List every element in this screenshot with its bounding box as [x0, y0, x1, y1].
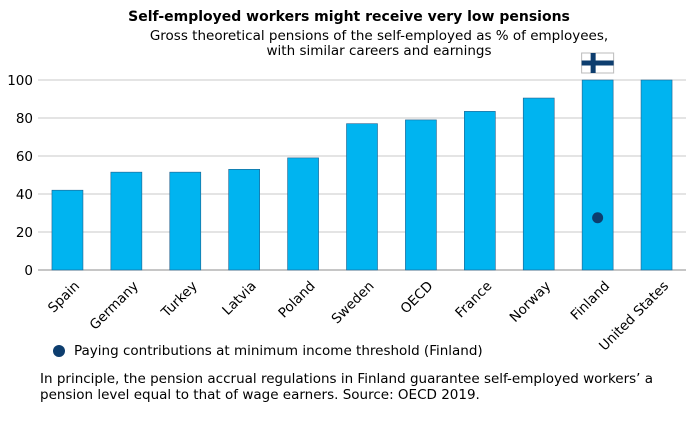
- bar: [405, 119, 437, 271]
- x-tick-label: Poland: [275, 278, 318, 321]
- legend-marker: [53, 345, 65, 357]
- y-tick-label: 100: [7, 73, 33, 89]
- flag-horizontal-stripe: [581, 60, 614, 66]
- bar-chart: 0 20 40 60 80 100 Spain Germany Turkey Latvia Pol…: [7, 52, 686, 354]
- flag-vertical-stripe: [590, 53, 596, 73]
- y-tick-label: 0: [24, 263, 33, 279]
- bar: [51, 189, 84, 271]
- x-tick-label: Sweden: [328, 278, 377, 327]
- y-tick-label: 40: [16, 187, 33, 203]
- y-tick-label: 60: [16, 149, 33, 165]
- legend: Paying contributions at minimum income t…: [53, 343, 483, 359]
- x-tick-label: Turkey: [158, 278, 201, 321]
- x-tick-label: Latvia: [219, 278, 259, 318]
- chart-subtitle: Gross theoretical pensions of the self-e…: [30, 29, 698, 59]
- bar: [169, 171, 202, 271]
- subtitle-line-1: Gross theoretical pensions of the self-e…: [149, 28, 609, 44]
- y-axis-ticks: 0 20 40 60 80 100: [7, 73, 33, 279]
- bar: [522, 97, 555, 271]
- x-tick-label: Norway: [507, 278, 555, 326]
- bars: [51, 79, 673, 271]
- chart-title: Self-employed workers might receive very…: [128, 9, 570, 25]
- x-tick-label: Finland: [568, 278, 613, 323]
- x-tick-label: Germany: [87, 278, 142, 333]
- footnote: In principle, the pension accrual regula…: [40, 371, 654, 403]
- y-tick-label: 20: [16, 225, 33, 241]
- bar: [110, 171, 143, 271]
- y-tick-label: 80: [16, 111, 33, 127]
- bar: [581, 79, 614, 271]
- bar: [228, 169, 260, 271]
- legend-label: Paying contributions at minimum income t…: [74, 343, 483, 359]
- bar: [640, 79, 673, 271]
- bar: [346, 123, 378, 271]
- x-tick-label: OECD: [398, 278, 437, 317]
- x-tick-label: Spain: [45, 278, 83, 316]
- bar: [464, 111, 496, 271]
- subtitle-line-2: with similar careers and earnings: [266, 43, 492, 59]
- x-tick-label: France: [452, 278, 495, 321]
- point-marker: [592, 212, 604, 224]
- bar: [287, 157, 319, 271]
- finland-flag-icon: [581, 52, 615, 74]
- points: [592, 212, 604, 224]
